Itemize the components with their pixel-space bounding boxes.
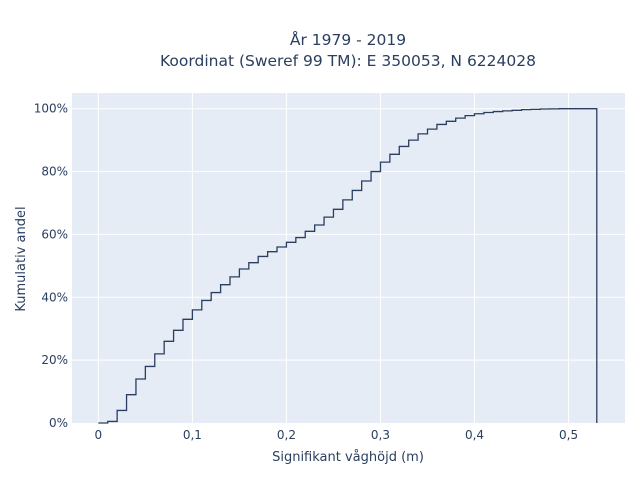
y-tick-label: 60% [41,227,68,241]
x-tick-label: 0,1 [183,428,202,442]
x-tick-label: 0,2 [277,428,296,442]
y-tick-label: 0% [49,416,68,430]
tick-labels: 0 0,1 0,2 0,3 0,4 0,5 0% 20% 40% 60% 80% 100% [34,102,578,442]
y-tick-label: 20% [41,353,68,367]
x-tick-label: 0,3 [371,428,390,442]
y-tick-label: 100% [34,102,68,116]
y-tick-label: 80% [41,165,68,179]
x-tick-label: 0,5 [559,428,578,442]
chart-title: År 1979 - 2019 [290,30,406,49]
y-tick-label: 40% [41,290,68,304]
chart-subtitle: Koordinat (Sweref 99 TM): E 350053, N 62… [160,52,536,70]
x-tick-label: 0 [95,428,103,442]
x-tick-label: 0,4 [465,428,484,442]
cdf-step-line [98,108,598,424]
plot-area [72,93,625,423]
y-axis-title: Kumulativ andel [14,206,29,311]
x-axis-title: Signifikant våghöjd (m) [272,450,424,465]
grid-lines [72,93,625,423]
series-layer [98,108,598,424]
